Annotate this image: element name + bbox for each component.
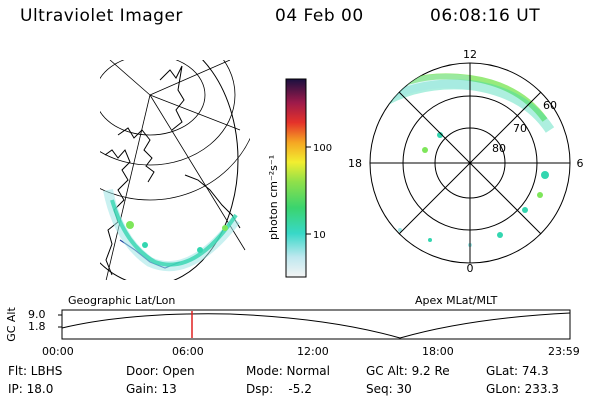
time-tick-1200: 12:00 bbox=[297, 345, 329, 358]
status-mode: Mode: Normal bbox=[246, 364, 330, 378]
mlt-label-12: 12 bbox=[463, 48, 477, 61]
altitude-axis-label: GC Alt bbox=[4, 307, 18, 342]
mlt-label-0: 0 bbox=[467, 262, 474, 275]
status-dsp: Dsp: -5.2 bbox=[246, 382, 312, 396]
status-seq: Seq: 30 bbox=[366, 382, 412, 396]
colorbar-tick-100: 100 bbox=[313, 143, 332, 154]
geographic-map-panel bbox=[100, 60, 250, 280]
mlt-label-6: 6 bbox=[577, 157, 584, 170]
status-glon: GLon: 233.3 bbox=[486, 382, 559, 396]
instrument-title: Ultraviolet Imager bbox=[20, 6, 183, 26]
status-glat: GLat: 74.3 bbox=[486, 364, 549, 378]
status-gc-alt: GC Alt: 9.2 Re bbox=[366, 364, 450, 378]
apex-panel-label: Apex MLat/MLT bbox=[415, 294, 498, 307]
time-tick-0000: 00:00 bbox=[42, 345, 74, 358]
colorbar-unit-label: photon cm⁻²s⁻¹ bbox=[267, 155, 280, 240]
coastline-arctic-islands bbox=[117, 127, 155, 183]
altitude-tick-1-8: 1.8 bbox=[28, 320, 46, 333]
mlt-label-18: 18 bbox=[348, 157, 362, 170]
status-ip: IP: 18.0 bbox=[8, 382, 54, 396]
status-door: Door: Open bbox=[126, 364, 195, 378]
mlat-label-70: 70 bbox=[513, 122, 527, 135]
altitude-curve bbox=[61, 312, 571, 339]
geographic-panel-label: Geographic Lat/Lon bbox=[68, 294, 176, 307]
time-tick-2359: 23:59 bbox=[548, 345, 580, 358]
aurora-emission-left bbox=[103, 188, 240, 272]
time-label: 06:08:16 UT bbox=[430, 6, 541, 26]
altitude-tick-9: 9.0 bbox=[28, 308, 46, 321]
time-tick-0600: 06:00 bbox=[172, 345, 204, 358]
mlat-label-60: 60 bbox=[543, 99, 557, 112]
colorbar-tick-10: 10 bbox=[313, 230, 326, 241]
date-label: 04 Feb 00 bbox=[275, 6, 364, 26]
polar-mlt-panel bbox=[369, 62, 571, 264]
altitude-plot-frame bbox=[61, 309, 571, 340]
time-tick-1800: 18:00 bbox=[422, 345, 454, 358]
status-gain: Gain: 13 bbox=[126, 382, 177, 396]
coastline-greenland bbox=[159, 65, 185, 131]
mlat-label-80: 80 bbox=[492, 142, 506, 155]
coastline-west bbox=[104, 149, 131, 276]
status-filter: Flt: LBHS bbox=[8, 364, 63, 378]
color-bar bbox=[285, 78, 307, 278]
